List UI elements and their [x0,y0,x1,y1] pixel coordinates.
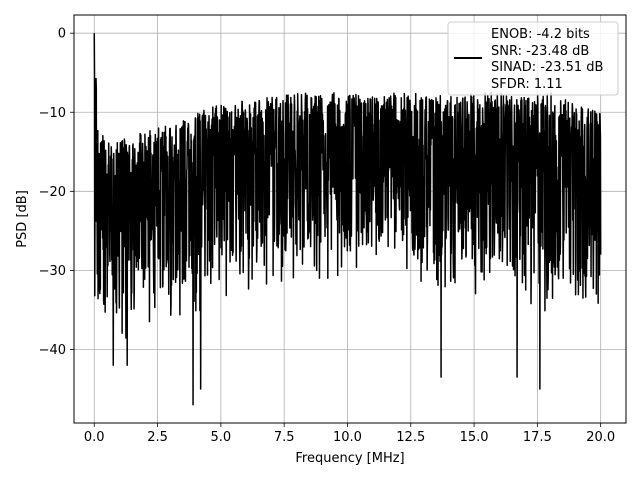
legend: ENOB: -4.2 bits SNR: -23.48 dB SINAD: -2… [447,21,619,96]
x-tick-label: 20.0 [586,430,615,445]
x-tick-label: 10.0 [333,430,362,445]
x-tick-label: 5.0 [211,430,232,445]
x-axis: 0.0 2.5 5.0 7.5 10.0 12.5 15.0 17.5 20.0 [84,423,615,445]
trace-layer [93,33,602,406]
y-tick-label: −20 [39,185,66,200]
psd-series-line [93,33,602,406]
y-axis-label: PSD [dB] [15,190,30,248]
legend-snr: SNR: -23.48 dB [491,44,589,59]
y-tick-label: 0 [58,27,66,42]
legend-enob: ENOB: -4.2 bits [491,27,590,42]
x-axis-label: Frequency [MHz] [295,451,404,466]
legend-sinad: SINAD: -23.51 dB [491,60,603,75]
x-tick-label: 12.5 [396,430,425,445]
y-tick-label: −40 [39,343,66,358]
plot-frame [73,14,627,424]
y-tick-label: −30 [39,264,66,279]
legend-sfdr: SFDR: 1.11 [491,77,563,92]
y-axis: 0 −10 −20 −30 −40 [39,27,74,358]
legend-box [447,21,619,96]
x-tick-label: 15.0 [460,430,489,445]
x-tick-label: 2.5 [147,430,168,445]
y-tick-label: −10 [39,106,66,121]
x-tick-label: 0.0 [84,430,105,445]
x-tick-label: 17.5 [523,430,552,445]
x-tick-label: 7.5 [274,430,295,445]
